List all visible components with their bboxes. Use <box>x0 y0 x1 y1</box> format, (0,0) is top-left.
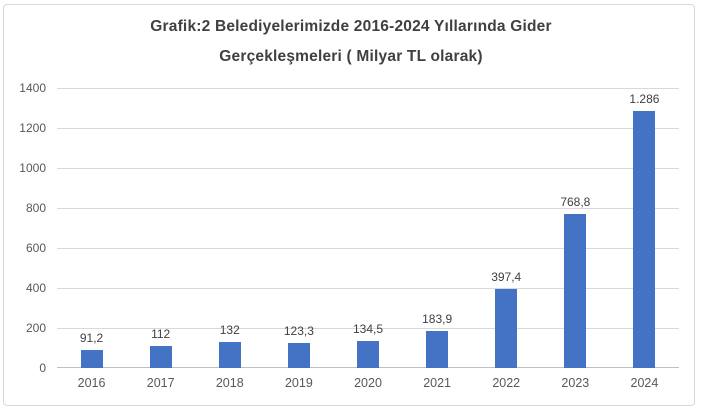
gridline-1400 <box>57 87 679 89</box>
value-label-2019: 123,3 <box>283 324 314 339</box>
y-tick-label-600: 600 <box>25 241 46 255</box>
chart-title-line2: Gerçekleşmeleri ( Milyar TL olarak) <box>219 48 483 65</box>
value-label-2023: 768,8 <box>560 195 591 210</box>
value-label-2022: 397,4 <box>491 269 522 284</box>
gridline-400 <box>57 287 679 289</box>
gridline-200 <box>57 327 679 329</box>
bar-2019 <box>287 343 310 368</box>
value-label-2021: 183,9 <box>422 312 453 327</box>
bar-2020 <box>357 341 379 368</box>
y-tick-label-400: 400 <box>25 281 46 295</box>
y-tick-label-800: 800 <box>25 201 46 215</box>
value-label-2020: 134,5 <box>352 322 384 337</box>
chart-title: Grafik:2 Belediyelerimizde 2016-2024 Yıl… <box>0 12 702 72</box>
plot-area: 91,2 112 132 123,3 134,5 183,9 397,4 768,8 1.286 <box>57 87 679 368</box>
x-tick-label-2019: 2019 <box>284 376 313 390</box>
gridline-800 <box>57 207 679 209</box>
x-tick-label-2022: 2022 <box>492 376 521 390</box>
x-tick-label-2023: 2023 <box>561 376 590 390</box>
bar-2017 <box>149 345 172 368</box>
value-label-2016: 91,2 <box>79 330 104 345</box>
x-tick-label-2020: 2020 <box>354 376 382 390</box>
gridline-1000 <box>57 167 679 169</box>
x-tick-label-2016: 2016 <box>77 376 106 390</box>
y-tick-label-0: 0 <box>39 361 46 375</box>
bar-2024 <box>633 110 656 368</box>
x-tick-label-2024: 2024 <box>630 376 659 390</box>
bar-2016 <box>80 349 103 368</box>
value-label-2024: 1.286 <box>629 91 660 106</box>
x-tick-label-2021: 2021 <box>423 376 452 390</box>
bar-2021 <box>426 331 449 368</box>
y-tick-label-1400: 1400 <box>19 81 46 95</box>
y-tick-label-1000: 1000 <box>19 161 46 175</box>
gridline-600 <box>57 247 679 249</box>
x-tick-label-2018: 2018 <box>215 376 244 390</box>
x-tick-label-2017: 2017 <box>146 376 175 390</box>
y-tick-label-1200: 1200 <box>19 121 46 135</box>
bar-2018 <box>218 341 241 368</box>
value-label-2018: 132 <box>219 322 240 337</box>
value-label-2017: 112 <box>151 326 171 341</box>
bar-2023 <box>564 214 587 368</box>
bar-2022 <box>495 288 518 368</box>
chart-title-line1: Grafik:2 Belediyelerimizde 2016-2024 Yıl… <box>150 18 552 35</box>
gridline-1200 <box>57 127 679 129</box>
y-tick-label-200: 200 <box>25 321 46 335</box>
